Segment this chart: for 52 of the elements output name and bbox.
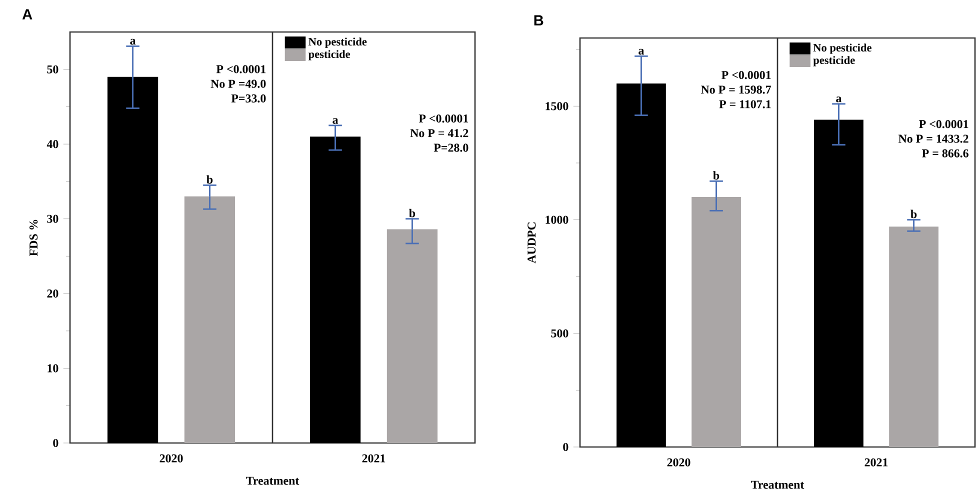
bar (184, 196, 236, 443)
bar (386, 229, 438, 443)
annotation: P = 866.6 (922, 149, 968, 158)
x-axis-title: Treatment (246, 476, 300, 485)
y-tick-label: 1000 (546, 216, 568, 224)
y-tick-label: 50 (47, 65, 58, 74)
bar (889, 226, 938, 447)
annotation: P=28.0 (434, 144, 468, 152)
annotation: No P = 1433.2 (898, 134, 968, 143)
legend-label: pesticide (813, 56, 855, 66)
data-label: b (409, 208, 416, 218)
x-tick-label: 2020 (667, 458, 690, 466)
annotation: P <0.0001 (722, 70, 771, 80)
bar (310, 136, 361, 443)
chart-title: B (534, 15, 544, 26)
bar (814, 120, 864, 447)
legend-label: No pesticide (813, 43, 872, 54)
annotation: P=33.0 (231, 94, 266, 102)
data-label: a (638, 48, 644, 54)
x-axis-title: Treatment (751, 480, 804, 489)
annotation: P = 1107.1 (719, 100, 771, 108)
annotation: No P =49.0 (210, 80, 266, 88)
y-axis-title: FDS % (29, 220, 38, 256)
bar (107, 76, 158, 443)
annotation: P <0.0001 (418, 114, 468, 122)
x-tick-label: 2021 (362, 454, 386, 462)
annotation: P <0.0001 (216, 65, 266, 74)
annotation: No P = 1598.7 (700, 85, 772, 94)
data-label: b (206, 175, 213, 184)
y-tick-label: 30 (47, 214, 58, 223)
chart-title: A (22, 9, 32, 20)
y-tick-label: 40 (46, 140, 58, 148)
y-axis-title: AUDPC (528, 222, 536, 264)
annotation: No P = 41.2 (410, 129, 468, 138)
annotation: P <0.0001 (919, 120, 968, 128)
x-tick-label: 2020 (160, 454, 183, 462)
data-label: a (130, 38, 136, 45)
bar (692, 196, 741, 447)
y-tick-label: 500 (551, 329, 568, 338)
data-label: b (713, 171, 720, 180)
data-label: a (836, 96, 842, 102)
y-tick-label: 10 (48, 364, 58, 372)
y-tick-label: 0 (563, 442, 568, 451)
legend-label: No pesticide (308, 37, 367, 48)
data-label: b (910, 210, 917, 218)
data-label: a (332, 118, 338, 124)
legend-label: pesticide (308, 50, 350, 60)
y-tick-label: 0 (53, 438, 58, 447)
bar (616, 83, 666, 447)
y-tick-label: 1500 (546, 102, 568, 110)
y-tick-label: 20 (47, 289, 58, 298)
x-tick-label: 2021 (864, 458, 888, 466)
